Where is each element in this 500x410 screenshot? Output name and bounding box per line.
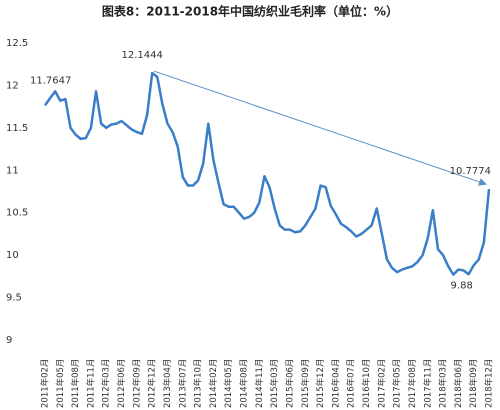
x-tick-label: 2011年11月 [85, 359, 96, 408]
x-tick-label: 2013年04月 [162, 359, 173, 408]
x-tick-label: 2012年06月 [116, 359, 127, 408]
line-series [43, 71, 491, 276]
x-tick-label: 2016年04月 [330, 359, 341, 408]
y-tick-label: 9.5 [6, 293, 22, 304]
x-tick-label: 2012年12月 [147, 359, 158, 408]
x-tick-label: 2016年07月 [346, 359, 357, 408]
y-tick-label: 9 [6, 335, 12, 346]
x-tick-label: 2013年10月 [193, 359, 204, 408]
x-tick-label: 2017年05月 [392, 359, 403, 408]
data-label: 11.7647 [30, 75, 71, 86]
x-tick-label: 2014年02月 [208, 359, 219, 408]
y-tick-label: 11.5 [6, 123, 28, 134]
x-tick-label: 2015年03月 [269, 359, 280, 408]
x-tick-label: 2011年05月 [55, 359, 66, 408]
x-tick-label: 2014年05月 [223, 359, 234, 408]
trend-arrow [154, 70, 487, 186]
x-tick-label: 2018年06月 [453, 359, 464, 408]
x-tick-label: 2014年11月 [254, 359, 265, 408]
x-tick-label: 2014年08月 [239, 359, 250, 408]
data-label: 9.88 [451, 280, 473, 291]
x-tick-label: 2016年10月 [361, 359, 372, 408]
x-tick-label: 2011年02月 [40, 359, 51, 408]
y-tick-label: 10.5 [6, 208, 28, 219]
x-tick-label: 2015年12月 [315, 359, 326, 408]
x-tick-label: 2018年09月 [468, 359, 479, 408]
x-tick-label: 2013年07月 [177, 359, 188, 408]
x-tick-label: 2017年08月 [407, 359, 418, 408]
x-tick-label: 2015年09月 [300, 359, 311, 408]
y-tick-label: 10 [6, 250, 19, 261]
y-tick-label: 12.5 [6, 38, 28, 49]
x-tick-label: 2012年09月 [131, 359, 142, 408]
data-label: 12.1444 [121, 50, 162, 61]
x-tick-label: 2012年03月 [101, 359, 112, 408]
x-tick-label: 2011年08月 [70, 359, 81, 408]
x-tick-label: 2018年12月 [484, 359, 495, 408]
x-tick-label: 2018年03月 [438, 359, 449, 408]
x-tick-label: 2015年06月 [284, 359, 295, 408]
chart-title: 图表8：2011-2018年中国纺织业毛利率（单位：%） [102, 4, 398, 19]
x-tick-label: 2017年02月 [376, 359, 387, 408]
data-label: 10.7774 [450, 166, 491, 177]
y-tick-label: 12 [6, 80, 19, 91]
y-tick-label: 11 [6, 165, 19, 176]
x-tick-label: 2017年11月 [422, 359, 433, 408]
